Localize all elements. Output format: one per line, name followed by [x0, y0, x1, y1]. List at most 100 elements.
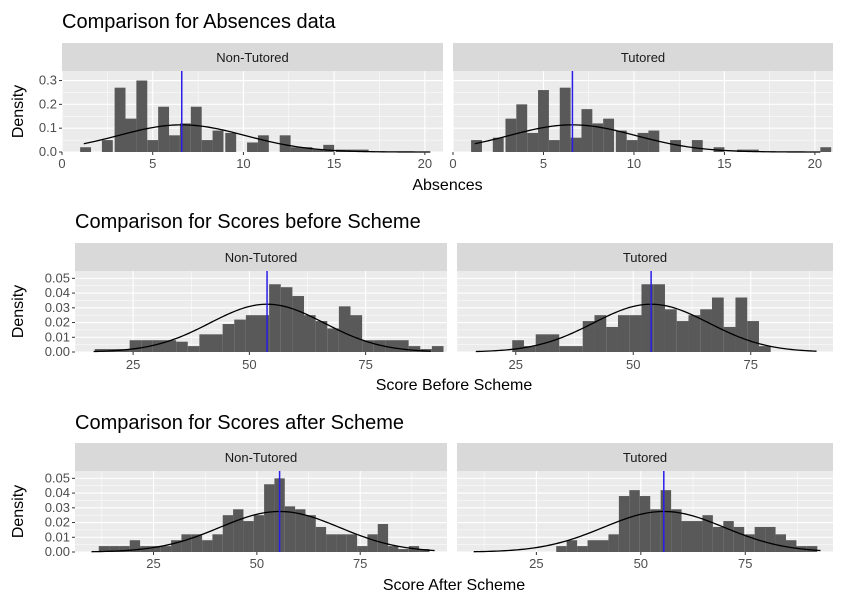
- histogram-bar: [377, 524, 389, 552]
- histogram-bar: [350, 315, 363, 352]
- histogram-bar: [775, 534, 786, 552]
- histogram-bar: [326, 534, 337, 552]
- histogram-bar: [670, 140, 681, 152]
- histogram-bar: [653, 284, 665, 352]
- histogram-bar: [243, 521, 254, 552]
- histogram-bar: [700, 309, 712, 352]
- y-tick-label: 0.03: [45, 300, 70, 315]
- histogram-bar: [150, 546, 161, 552]
- histogram-bar: [191, 534, 203, 552]
- y-tick-label: 0.00: [45, 544, 70, 559]
- histogram-bar: [152, 340, 165, 352]
- histogram-bar: [559, 87, 571, 152]
- histogram-bar: [688, 315, 701, 352]
- histogram-bar: [758, 346, 771, 352]
- histogram-bar: [212, 130, 224, 152]
- facet-strip: [457, 243, 833, 271]
- histogram-bar: [512, 340, 524, 352]
- histogram-bar: [199, 334, 212, 352]
- x-tick-label: 10: [627, 156, 641, 171]
- y-tick-label: 0.02: [45, 515, 70, 530]
- y-axis-label: Density: [10, 485, 27, 538]
- x-tick-label: 50: [250, 556, 264, 571]
- x-tick-label: 25: [146, 556, 160, 571]
- histogram-bar: [245, 315, 258, 352]
- histogram-bar: [712, 526, 724, 552]
- histogram-bar: [253, 515, 265, 552]
- histogram-bar: [535, 334, 548, 352]
- histogram-bar: [587, 540, 598, 552]
- facet-panel-tutored: Tutored 25 50 75: [457, 443, 833, 571]
- histogram-bar: [744, 534, 755, 552]
- histogram-bar: [747, 149, 759, 152]
- histogram-bar: [626, 140, 638, 152]
- histogram-bar: [373, 340, 386, 352]
- histogram-bar: [820, 147, 832, 152]
- histogram-bar: [114, 87, 126, 152]
- histogram-bar: [691, 140, 703, 152]
- facet-panel-tutored: Tutored 0 5 10 15 20: [449, 43, 833, 171]
- x-tick-label: 20: [418, 156, 432, 171]
- histogram-bar: [516, 104, 528, 152]
- histogram-bar: [692, 521, 703, 552]
- histogram-bar: [577, 546, 588, 552]
- histogram-bar: [362, 340, 374, 352]
- histogram-bar: [754, 526, 766, 552]
- histogram-bar: [187, 346, 200, 352]
- histogram-bar: [723, 326, 736, 352]
- chart-title: Comparison for Absences data: [62, 11, 336, 33]
- histogram-bar: [164, 340, 177, 352]
- histogram-bar: [492, 137, 504, 152]
- histogram-bar: [547, 334, 560, 352]
- histogram-bar: [702, 515, 713, 552]
- y-tick-label: 0.0: [39, 144, 57, 159]
- histogram-bar: [786, 540, 797, 552]
- density-curve: [93, 303, 431, 353]
- x-tick-label: 25: [529, 556, 543, 571]
- y-tick-label: 0.04: [45, 485, 70, 500]
- histogram-bar: [312, 149, 324, 152]
- histogram-bar: [733, 526, 745, 552]
- histogram-bar: [650, 509, 661, 552]
- histogram-bar: [471, 140, 482, 152]
- histogram-bar: [327, 328, 339, 352]
- x-tick-label: 50: [242, 357, 256, 372]
- histogram-bar: [806, 546, 818, 552]
- histogram-bar: [548, 140, 560, 152]
- x-axis-label: Score After Scheme: [383, 577, 525, 594]
- x-tick-label: 0: [449, 156, 456, 171]
- histogram-bar: [527, 132, 539, 152]
- histogram-bar: [336, 534, 347, 552]
- x-tick-label: 50: [634, 556, 648, 571]
- facet-strip-label: Non-Tutored: [216, 50, 289, 65]
- histogram-bar: [629, 490, 640, 552]
- histogram-bar: [179, 123, 191, 152]
- histogram-bar: [222, 324, 235, 352]
- histogram-bar: [158, 106, 170, 152]
- x-axis-label: Score Before Scheme: [376, 377, 533, 394]
- histogram-bar: [398, 549, 409, 552]
- y-tick-label: 0.3: [39, 73, 57, 88]
- histogram-bar: [681, 521, 692, 552]
- y-tick-label: 0.01: [45, 529, 70, 544]
- histogram-bar: [582, 321, 595, 352]
- chart-row-3: Comparison for Scores after Scheme Densit…: [10, 412, 833, 594]
- histogram-bar: [171, 540, 182, 552]
- y-axis-label: Density: [10, 285, 27, 338]
- x-tick-label: 75: [744, 357, 758, 372]
- density-curve: [473, 510, 821, 553]
- y-axis-label: Density: [10, 85, 27, 138]
- histogram-bar: [190, 106, 202, 152]
- density-curve: [475, 303, 817, 353]
- histogram-bar: [765, 526, 776, 552]
- x-tick-label: 20: [808, 156, 822, 171]
- histogram-bar: [212, 534, 223, 552]
- histogram-bar: [211, 334, 223, 352]
- y-tick-label: 0.00: [45, 344, 70, 359]
- histogram-bar: [664, 309, 677, 352]
- histogram-bar: [169, 135, 180, 152]
- histogram-bar: [357, 546, 368, 552]
- histogram-bar: [606, 326, 618, 352]
- histogram-bar: [234, 319, 246, 352]
